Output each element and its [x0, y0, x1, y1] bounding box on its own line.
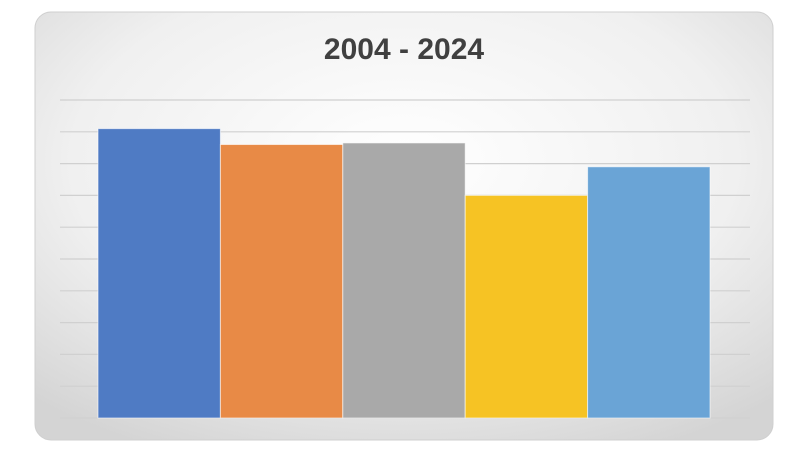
bar [342, 142, 466, 419]
bar [587, 166, 711, 419]
chart-title: 2004 - 2024 [324, 33, 484, 66]
bar [464, 194, 589, 419]
bar [97, 128, 221, 419]
bar [219, 144, 344, 419]
